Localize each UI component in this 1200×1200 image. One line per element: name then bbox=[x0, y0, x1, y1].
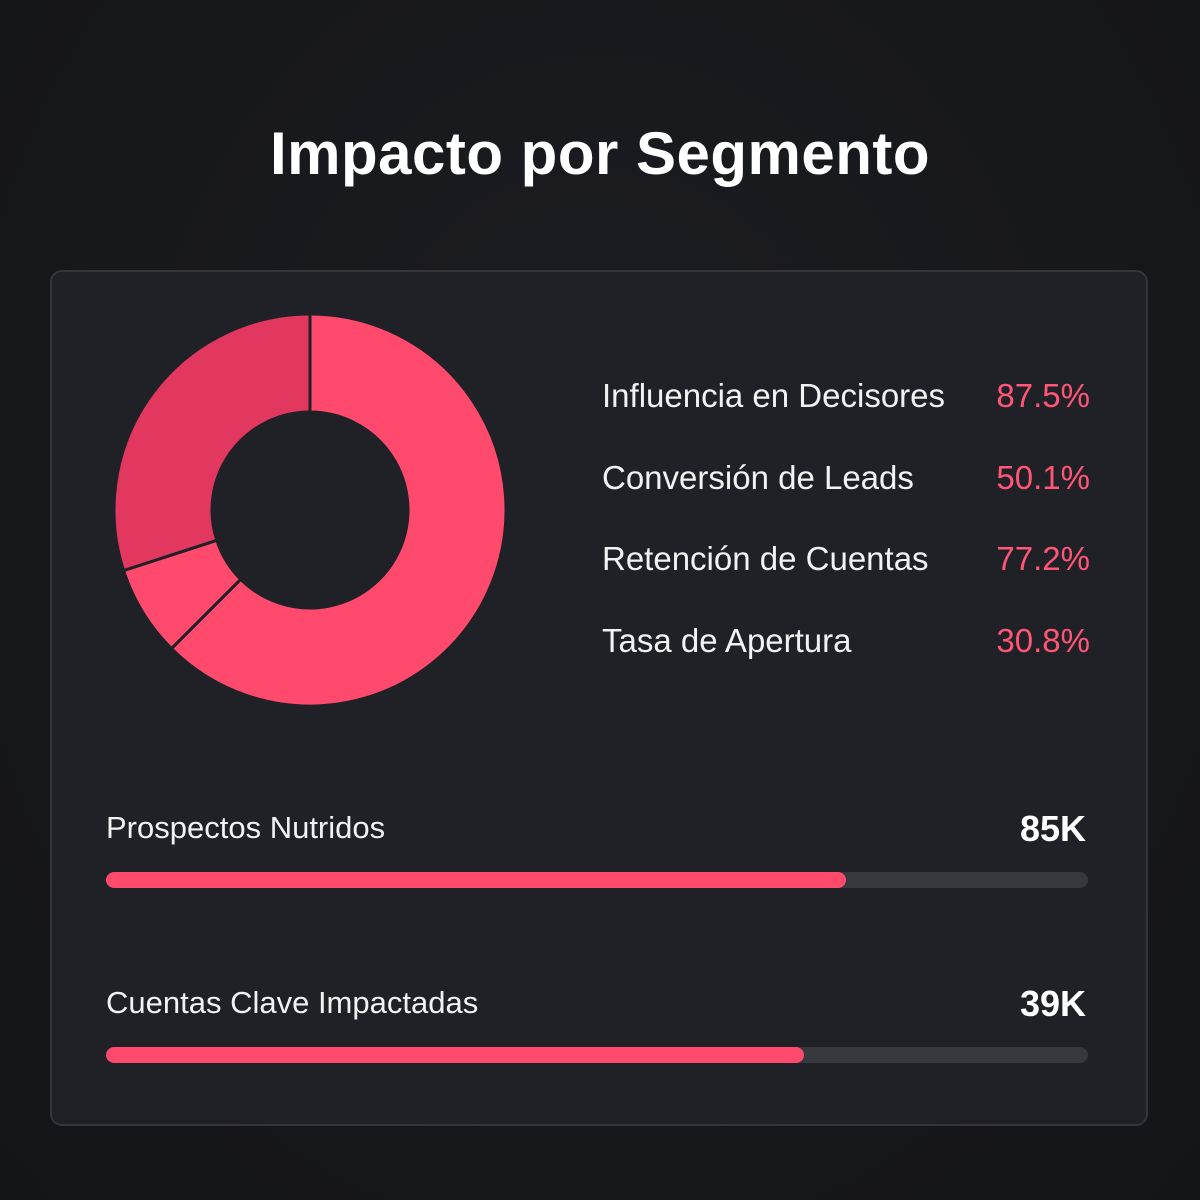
progress-fill-cuentas-clave bbox=[106, 1047, 805, 1063]
metric-value-retencion: 77.2% bbox=[996, 540, 1090, 577]
donut-slice-3 bbox=[112, 312, 312, 573]
metric-value-influencia: 87.5% bbox=[996, 377, 1090, 414]
progress-track-prospectos bbox=[106, 872, 1088, 888]
metric-label-apertura: Tasa de Apertura bbox=[602, 622, 852, 659]
page-title: Impacto por Segmento bbox=[269, 120, 931, 187]
metric-value-conversion: 50.1% bbox=[996, 459, 1090, 496]
metric-label-influencia: Influencia en Decisores bbox=[602, 377, 946, 414]
donut-slice-1 bbox=[169, 312, 508, 708]
bar-label-prospectos: Prospectos Nutridos bbox=[106, 810, 386, 845]
metric-label-retencion: Retención de Cuentas bbox=[602, 540, 929, 577]
donut-hole bbox=[213, 413, 407, 607]
bar-value-prospectos: 85K bbox=[1019, 808, 1086, 849]
progress-track-cuentas-clave bbox=[106, 1047, 1088, 1063]
metric-value-apertura: 30.8% bbox=[996, 622, 1090, 659]
metric-label-conversion: Conversión de Leads bbox=[602, 459, 914, 496]
bar-label-cuentas-clave: Cuentas Clave Impactadas bbox=[106, 985, 479, 1020]
bar-value-cuentas-clave: 39K bbox=[1019, 983, 1086, 1024]
donut-chart bbox=[112, 312, 508, 708]
progress-fill-prospectos bbox=[106, 872, 847, 888]
